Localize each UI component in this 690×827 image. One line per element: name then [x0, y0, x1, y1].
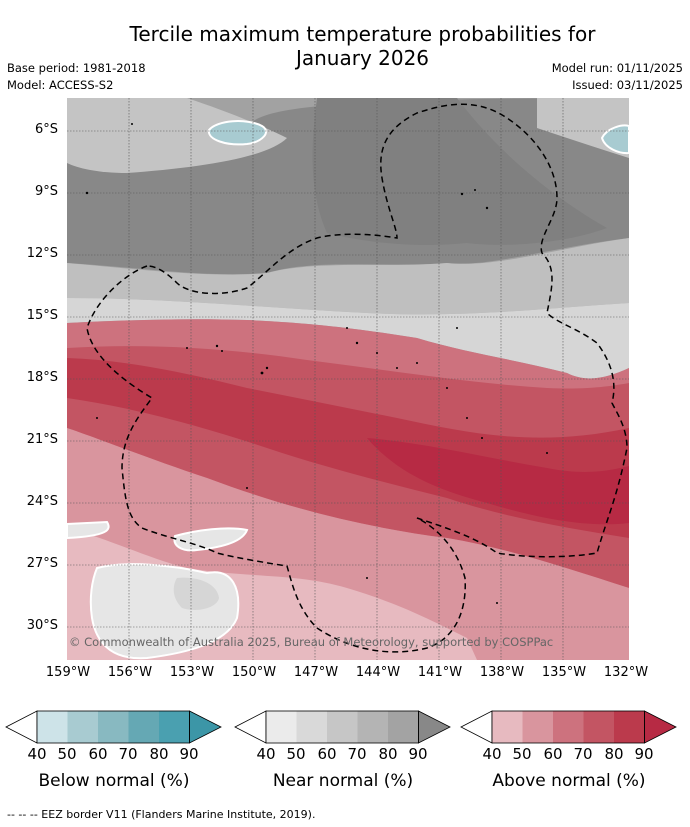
cb-below-6 — [189, 710, 222, 744]
colorbar-above — [460, 710, 677, 744]
model-name: Model: ACCESS-S2 — [7, 78, 114, 92]
lon-label: 159°W — [45, 665, 91, 680]
copyright-text: © Commonwealth of Australia 2025, Bureau… — [69, 635, 553, 649]
lat-label: 15°S — [26, 308, 58, 323]
model-run: Model run: 01/11/2025 — [551, 61, 683, 75]
colorbar-near — [234, 710, 451, 744]
below-normal-label: Below normal (%) — [38, 771, 190, 791]
cb-near-tick: 80 — [378, 745, 398, 763]
cb-below-tick: 50 — [57, 745, 77, 763]
near-normal-60-left — [67, 98, 287, 173]
cb-below-5 — [159, 711, 190, 743]
cb-above-6 — [644, 710, 677, 744]
near-normal-label: Near normal (%) — [272, 771, 414, 791]
lon-label: 150°W — [231, 665, 277, 680]
below-normal-patch-nw — [207, 120, 267, 146]
cb-below-tick: 40 — [27, 745, 47, 763]
cb-above-2 — [522, 711, 553, 743]
lat-label: 21°S — [26, 432, 58, 447]
near-normal-50-band — [67, 298, 629, 379]
near-normal-60-patch-sw — [173, 577, 219, 610]
cb-above-5 — [614, 711, 645, 743]
lon-label: 141°W — [417, 665, 463, 680]
lat-label: 27°S — [26, 556, 58, 571]
lon-label: 153°W — [169, 665, 215, 680]
cb-near-1 — [266, 711, 297, 743]
below-normal-patch-ne — [600, 124, 629, 155]
cb-above-tick: 90 — [634, 745, 654, 763]
cb-below-3 — [98, 711, 129, 743]
cb-above-tick: 60 — [543, 745, 563, 763]
cb-below-tick: 60 — [88, 745, 108, 763]
cb-below-1 — [37, 711, 68, 743]
chart-title: Tercile maximum temperature probabilitie… — [129, 22, 596, 70]
probability-map: © Commonwealth of Australia 2025, Bureau… — [67, 98, 629, 660]
issued-date: Issued: 03/11/2025 — [572, 78, 683, 92]
lon-label: 147°W — [293, 665, 339, 680]
island-markers — [85, 123, 548, 604]
eez-footnote: -- -- -- EEZ border V11 (Flanders Marine… — [7, 808, 316, 821]
meta-left: Base period: 1981-2018 Model: ACCESS-S2 — [7, 60, 146, 94]
near-normal-90-core — [312, 98, 607, 245]
above-normal-label: Above normal (%) — [492, 771, 646, 791]
lon-label: 135°W — [541, 665, 587, 680]
cb-near-tick: 40 — [256, 745, 276, 763]
cb-near-tick: 70 — [347, 745, 367, 763]
cb-above-tick: 70 — [573, 745, 593, 763]
cb-above-0 — [460, 710, 493, 744]
near-normal-patch-left — [67, 520, 110, 540]
cb-below-tick: 80 — [149, 745, 169, 763]
lat-label: 12°S — [26, 246, 58, 261]
cb-above-3 — [553, 711, 584, 743]
cb-below-tick: 90 — [179, 745, 199, 763]
cb-above-tick: 40 — [482, 745, 502, 763]
lat-label: 6°S — [34, 122, 58, 137]
eez-cook-islands — [86, 103, 628, 653]
lon-label: 138°W — [479, 665, 525, 680]
near-normal-60-band — [67, 238, 629, 315]
cb-near-6 — [418, 710, 451, 744]
lat-label: 30°S — [26, 618, 58, 633]
cb-near-tick: 50 — [286, 745, 306, 763]
base-period: Base period: 1981-2018 — [7, 61, 146, 75]
near-normal-patch-mid — [173, 527, 249, 552]
cb-below-tick: 70 — [118, 745, 138, 763]
cb-above-4 — [583, 711, 614, 743]
cb-above-tick: 50 — [512, 745, 532, 763]
cb-below-0 — [5, 710, 38, 744]
eez-borders — [86, 103, 628, 653]
gridlines — [67, 98, 629, 660]
cb-near-0 — [234, 710, 267, 744]
cb-near-5 — [388, 711, 419, 743]
cb-above-1 — [492, 711, 523, 743]
cb-near-2 — [296, 711, 327, 743]
cb-near-3 — [327, 711, 358, 743]
colorbar-below — [5, 710, 222, 744]
meta-right: Model run: 01/11/2025 Issued: 03/11/2025 — [552, 60, 683, 94]
lon-label: 132°W — [603, 665, 649, 680]
cb-above-tick: 80 — [604, 745, 624, 763]
lon-label: 144°W — [355, 665, 401, 680]
lon-label: 156°W — [107, 665, 153, 680]
cb-below-2 — [67, 711, 98, 743]
lat-label: 9°S — [34, 184, 58, 199]
lat-label: 24°S — [26, 494, 58, 509]
lat-label: 18°S — [26, 370, 58, 385]
cb-near-tick: 90 — [408, 745, 428, 763]
cb-below-4 — [128, 711, 159, 743]
cb-near-tick: 60 — [317, 745, 337, 763]
cb-near-4 — [357, 711, 388, 743]
